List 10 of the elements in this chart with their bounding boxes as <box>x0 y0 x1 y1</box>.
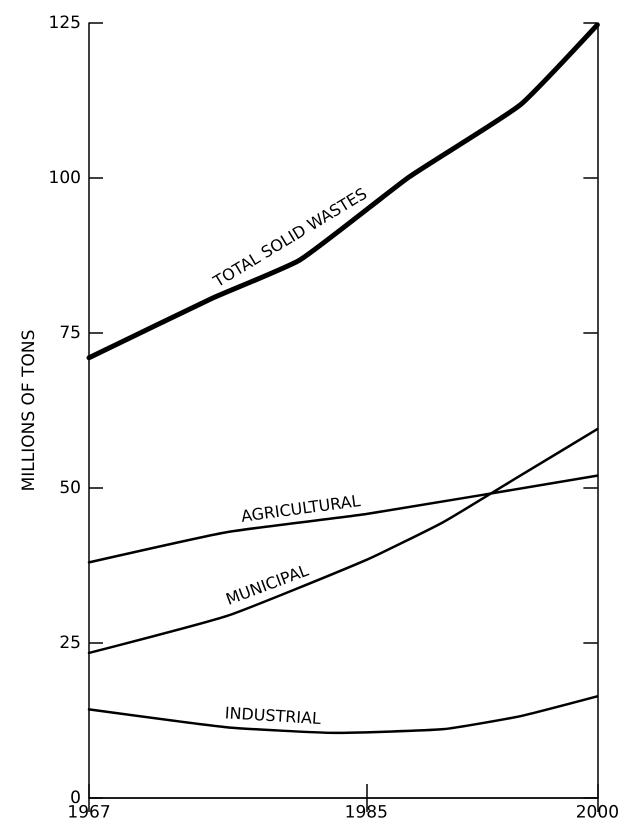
y-tick-label: 75 <box>59 323 81 343</box>
x-tick-label: 1985 <box>344 802 388 822</box>
x-tick-label: 2000 <box>576 802 619 822</box>
y-tick-label: 100 <box>48 168 81 188</box>
y-axis-title: MILLIONS OF TONS <box>19 330 40 492</box>
y-tick-label: 125 <box>48 13 81 33</box>
y-tick-label: 25 <box>59 633 81 653</box>
y-tick-label: 50 <box>59 478 81 498</box>
series-label: INDUSTRIAL <box>224 703 322 728</box>
text: AGRICULTURAL <box>240 491 362 526</box>
